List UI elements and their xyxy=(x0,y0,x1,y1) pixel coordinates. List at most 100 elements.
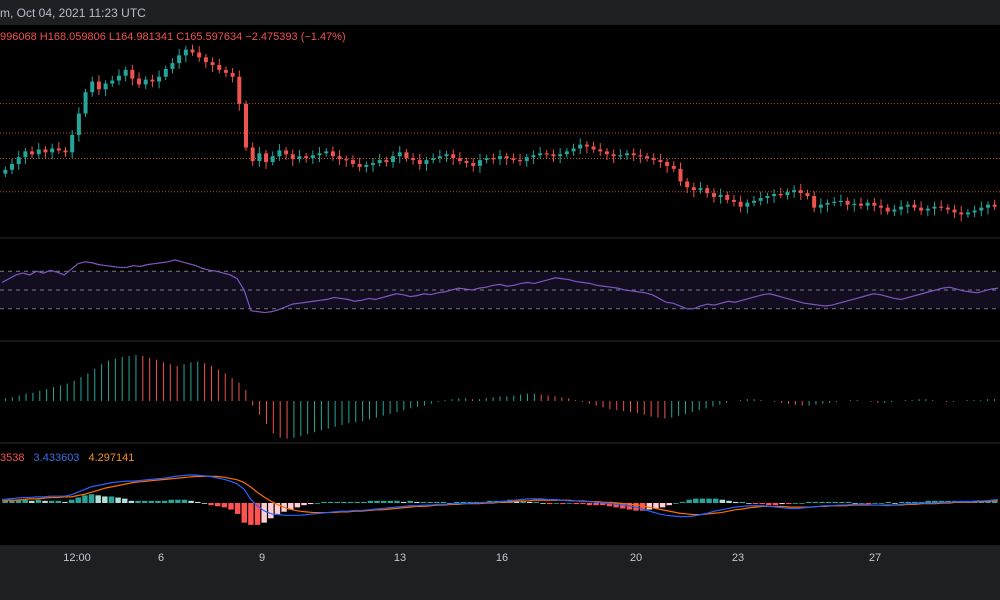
macd-histogram-bar xyxy=(188,500,194,503)
macd-histogram-bar xyxy=(321,501,327,503)
macd-histogram-bar xyxy=(68,499,75,503)
candle-body xyxy=(885,207,890,212)
candle-body xyxy=(190,49,195,53)
candle-body xyxy=(217,65,222,70)
candle-body xyxy=(518,160,523,162)
macd-histogram-bar xyxy=(327,501,334,503)
time-axis-tick: 27 xyxy=(868,552,882,564)
candle-body xyxy=(210,62,215,66)
macd-histogram-bar xyxy=(29,500,35,503)
candle-body xyxy=(123,69,128,76)
candle-body xyxy=(290,154,295,160)
macd-histogram-bar xyxy=(712,498,719,503)
candle-body xyxy=(979,207,984,211)
candle-body xyxy=(56,148,61,151)
candle-body xyxy=(391,156,396,163)
candle-body xyxy=(23,151,28,158)
chart-area[interactable]: 996068 H168.059806 L164.981341 C165.5976… xyxy=(0,25,1000,570)
macd-histogram-bar xyxy=(22,499,28,503)
candle-body xyxy=(384,160,389,163)
candle-body xyxy=(611,154,616,157)
macd-histogram-bar xyxy=(792,503,799,504)
candle-body xyxy=(598,149,603,152)
macd-histogram-bar xyxy=(35,499,42,503)
ohlc-legend: 996068 H168.059806 L164.981341 C165.5976… xyxy=(0,31,346,43)
candle-body xyxy=(718,195,723,197)
macd-histogram-bar xyxy=(653,503,659,509)
macd-histogram-bar xyxy=(686,499,692,503)
macd-histogram-bar xyxy=(719,499,726,503)
candle-body xyxy=(778,194,783,196)
candle-body xyxy=(16,157,21,164)
macd-histogram-bar xyxy=(367,500,374,503)
macd-histogram-value: 3538 xyxy=(0,452,25,464)
candle-body xyxy=(404,152,409,159)
candle-body xyxy=(277,150,282,157)
candle-body xyxy=(952,209,957,213)
candle-body xyxy=(250,147,255,162)
candle-body xyxy=(571,148,576,152)
macd-histogram-bar xyxy=(141,500,148,503)
candle-body xyxy=(157,76,162,82)
macd-histogram-bar xyxy=(520,500,526,503)
candle-body xyxy=(671,165,676,169)
macd-histogram-bar xyxy=(2,500,8,503)
open-value: 996068 xyxy=(0,31,37,43)
macd-histogram-bar xyxy=(732,501,739,503)
chart-canvas[interactable] xyxy=(0,25,1000,570)
candle-body xyxy=(203,57,208,63)
macd-histogram-bar xyxy=(673,503,679,504)
macd-histogram-bar xyxy=(646,503,653,510)
macd-histogram-bar xyxy=(865,503,872,505)
macd-histogram-bar xyxy=(839,501,845,503)
macd-histogram-bar xyxy=(932,500,938,503)
change-value: −2.475393 (−1.47%) xyxy=(245,31,346,43)
candle-body xyxy=(130,69,135,79)
candle-body xyxy=(945,207,950,210)
candle-body xyxy=(370,163,375,165)
macd-histogram-bar xyxy=(48,500,55,503)
candle-body xyxy=(137,78,142,85)
candle-body xyxy=(591,146,596,150)
candle-body xyxy=(304,156,309,159)
macd-histogram-bar xyxy=(872,503,878,504)
macd-histogram-bar xyxy=(394,500,400,503)
macd-histogram-bar xyxy=(454,501,460,503)
candle-body xyxy=(691,187,696,191)
macd-histogram-bar xyxy=(706,498,712,503)
candle-body xyxy=(872,202,877,206)
macd-histogram-bar xyxy=(805,501,812,503)
candle-body xyxy=(985,204,990,208)
candle-body xyxy=(798,190,803,194)
macd-histogram-bar xyxy=(234,503,241,514)
macd-histogram-bar xyxy=(467,501,473,503)
candle-body xyxy=(838,200,843,203)
macd-histogram-bar xyxy=(400,501,407,503)
candle-body xyxy=(685,181,690,188)
candle-body xyxy=(965,212,970,215)
low-value: L164.981341 xyxy=(108,31,174,43)
macd-histogram-bar xyxy=(540,503,546,504)
candle-body xyxy=(504,156,509,159)
candle-body xyxy=(103,83,108,90)
candle-body xyxy=(805,193,810,196)
macd-legend: 3538 3.433603 4.297141 xyxy=(0,452,134,464)
candle-body xyxy=(183,49,188,56)
candle-body xyxy=(330,151,335,157)
macd-histogram-bar xyxy=(307,503,314,505)
macd-histogram-bar xyxy=(42,500,48,503)
candle-body xyxy=(538,153,543,156)
macd-histogram-bar xyxy=(135,500,141,503)
candle-body xyxy=(925,208,930,211)
macd-histogram-bar xyxy=(88,494,95,503)
macd-histogram-bar xyxy=(593,503,599,506)
time-axis[interactable]: 12:00 6 9 13 16 20 23 27 xyxy=(0,545,1000,600)
macd-histogram-bar xyxy=(766,503,772,506)
candle-body xyxy=(645,156,650,159)
macd-histogram-bar xyxy=(274,503,281,516)
candle-body xyxy=(992,204,997,207)
candle-body xyxy=(939,206,944,208)
macd-histogram-bar xyxy=(248,503,254,525)
macd-histogram-bar xyxy=(62,501,68,503)
macd-histogram-bar xyxy=(387,500,394,503)
